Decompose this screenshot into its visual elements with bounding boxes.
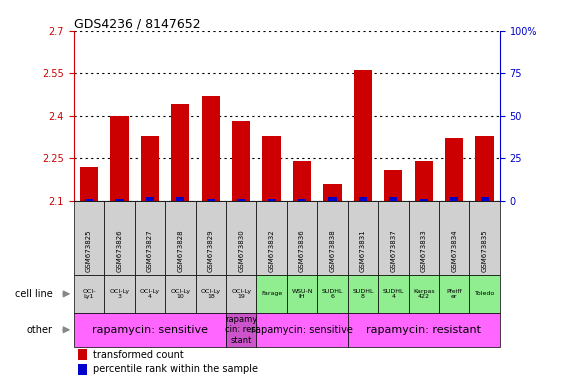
Text: rapamy
cin: resi
stant: rapamy cin: resi stant xyxy=(224,315,258,345)
Text: transformed count: transformed count xyxy=(93,350,184,360)
Text: GSM673834: GSM673834 xyxy=(451,229,457,271)
Bar xyxy=(226,201,256,275)
Text: OCI-Ly
4: OCI-Ly 4 xyxy=(140,288,160,299)
Bar xyxy=(384,170,403,201)
Bar xyxy=(415,161,433,201)
Bar xyxy=(78,349,87,360)
Bar xyxy=(256,313,348,347)
Text: Karpas
422: Karpas 422 xyxy=(413,288,435,299)
Bar xyxy=(115,199,124,201)
Bar xyxy=(135,201,165,275)
Bar xyxy=(389,197,398,201)
Text: Farage: Farage xyxy=(261,291,282,296)
Bar xyxy=(165,201,195,275)
Bar xyxy=(439,201,469,275)
Bar xyxy=(408,201,439,275)
Bar xyxy=(74,201,105,275)
Bar xyxy=(450,197,458,201)
Text: GSM673835: GSM673835 xyxy=(482,229,487,271)
Bar xyxy=(445,139,463,201)
Bar xyxy=(348,313,500,347)
Bar xyxy=(165,275,195,313)
Text: Pfeiff
er: Pfeiff er xyxy=(446,288,462,299)
Bar xyxy=(408,275,439,313)
Text: Toledo: Toledo xyxy=(474,291,495,296)
Bar xyxy=(226,275,256,313)
Text: OCI-
Ly1: OCI- Ly1 xyxy=(82,288,96,299)
Bar xyxy=(110,116,128,201)
Bar xyxy=(469,275,500,313)
Bar xyxy=(105,201,135,275)
Bar xyxy=(378,275,408,313)
Bar xyxy=(195,201,226,275)
Text: GSM673833: GSM673833 xyxy=(421,229,427,271)
Bar xyxy=(226,313,256,347)
Bar xyxy=(323,184,341,201)
Text: GSM673827: GSM673827 xyxy=(147,229,153,271)
Text: OCI-Ly
19: OCI-Ly 19 xyxy=(231,288,251,299)
Text: GSM673837: GSM673837 xyxy=(390,229,396,271)
Text: SUDHL
4: SUDHL 4 xyxy=(383,288,404,299)
Bar xyxy=(287,275,318,313)
Text: SUDHL
6: SUDHL 6 xyxy=(321,288,343,299)
Text: percentile rank within the sample: percentile rank within the sample xyxy=(93,364,258,374)
Text: GSM673836: GSM673836 xyxy=(299,229,305,271)
Text: rapamycin: sensitive: rapamycin: sensitive xyxy=(92,325,208,335)
Text: SUDHL
8: SUDHL 8 xyxy=(352,288,374,299)
Text: GSM673828: GSM673828 xyxy=(177,229,183,271)
Bar xyxy=(80,167,98,201)
Bar xyxy=(207,199,215,201)
Bar xyxy=(105,275,135,313)
Bar xyxy=(439,275,469,313)
Text: GSM673825: GSM673825 xyxy=(86,229,92,271)
Bar xyxy=(176,197,185,201)
Bar xyxy=(256,275,287,313)
Text: rapamycin: resistant: rapamycin: resistant xyxy=(366,325,481,335)
Text: rapamycin: sensitive: rapamycin: sensitive xyxy=(251,325,353,335)
Bar xyxy=(171,104,190,201)
Bar xyxy=(318,201,348,275)
Bar xyxy=(348,275,378,313)
Text: OCI-Ly
18: OCI-Ly 18 xyxy=(201,288,221,299)
Text: OCI-Ly
10: OCI-Ly 10 xyxy=(170,288,190,299)
Bar xyxy=(256,201,287,275)
Bar xyxy=(262,136,281,201)
Bar xyxy=(78,364,87,375)
Text: GSM673830: GSM673830 xyxy=(238,229,244,271)
Bar xyxy=(420,199,428,201)
Text: GSM673829: GSM673829 xyxy=(208,229,214,271)
Bar xyxy=(354,70,372,201)
Bar xyxy=(378,201,408,275)
Bar xyxy=(348,201,378,275)
Bar xyxy=(85,199,93,201)
Bar xyxy=(481,197,488,201)
Text: cell line: cell line xyxy=(15,289,52,299)
Bar xyxy=(268,199,275,201)
Bar xyxy=(475,136,494,201)
Text: WSU-N
IH: WSU-N IH xyxy=(291,288,313,299)
Bar xyxy=(469,201,500,275)
Bar xyxy=(232,121,250,201)
Bar xyxy=(141,136,159,201)
Bar xyxy=(287,201,318,275)
Bar xyxy=(237,199,245,201)
Bar xyxy=(74,275,105,313)
Text: GDS4236 / 8147652: GDS4236 / 8147652 xyxy=(74,18,201,31)
Text: other: other xyxy=(27,325,52,335)
Bar xyxy=(74,313,226,347)
Text: GSM673832: GSM673832 xyxy=(269,229,274,271)
Bar xyxy=(359,197,367,201)
Bar xyxy=(328,197,337,201)
Text: OCI-Ly
3: OCI-Ly 3 xyxy=(110,288,130,299)
Bar xyxy=(146,197,154,201)
Text: GSM673826: GSM673826 xyxy=(116,229,123,271)
Text: GSM673831: GSM673831 xyxy=(360,229,366,271)
Bar xyxy=(293,161,311,201)
Bar xyxy=(135,275,165,313)
Text: GSM673838: GSM673838 xyxy=(329,229,336,271)
Bar xyxy=(195,275,226,313)
Bar xyxy=(202,96,220,201)
Bar xyxy=(298,199,306,201)
Bar xyxy=(318,275,348,313)
